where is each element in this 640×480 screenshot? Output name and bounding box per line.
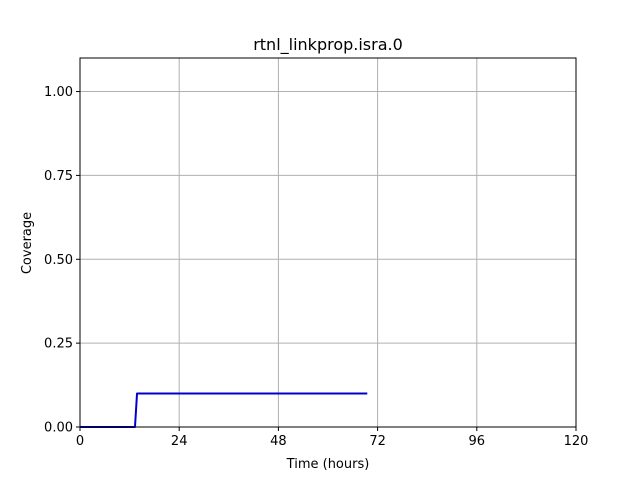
grid xyxy=(79,58,577,428)
coverage-series-line xyxy=(80,392,368,428)
y-axis: 0.00 0.25 0.50 0.75 1.00 xyxy=(44,85,80,436)
x-axis-label: Time (hours) xyxy=(286,457,370,472)
y-axis-label: Coverage xyxy=(20,212,35,274)
x-tick-label: 72 xyxy=(369,434,386,449)
series-layer xyxy=(80,392,368,428)
y-tick-label: 0.00 xyxy=(44,421,73,436)
y-tick-label: 1.00 xyxy=(44,85,73,100)
y-tick-label: 0.75 xyxy=(44,169,73,184)
y-tick-label: 0.25 xyxy=(44,337,73,352)
x-tick-label: 96 xyxy=(469,434,486,449)
x-tick-label: 120 xyxy=(564,434,589,449)
x-tick-label: 24 xyxy=(171,434,188,449)
chart-title: rtnl_linkprop.isra.0 xyxy=(253,35,403,55)
y-tick-label: 0.50 xyxy=(44,253,73,268)
x-tick-label: 0 xyxy=(76,434,84,449)
x-tick-label: 48 xyxy=(270,434,287,449)
plot-frame xyxy=(79,57,577,428)
x-axis: 0 24 48 72 96 120 xyxy=(76,427,589,449)
